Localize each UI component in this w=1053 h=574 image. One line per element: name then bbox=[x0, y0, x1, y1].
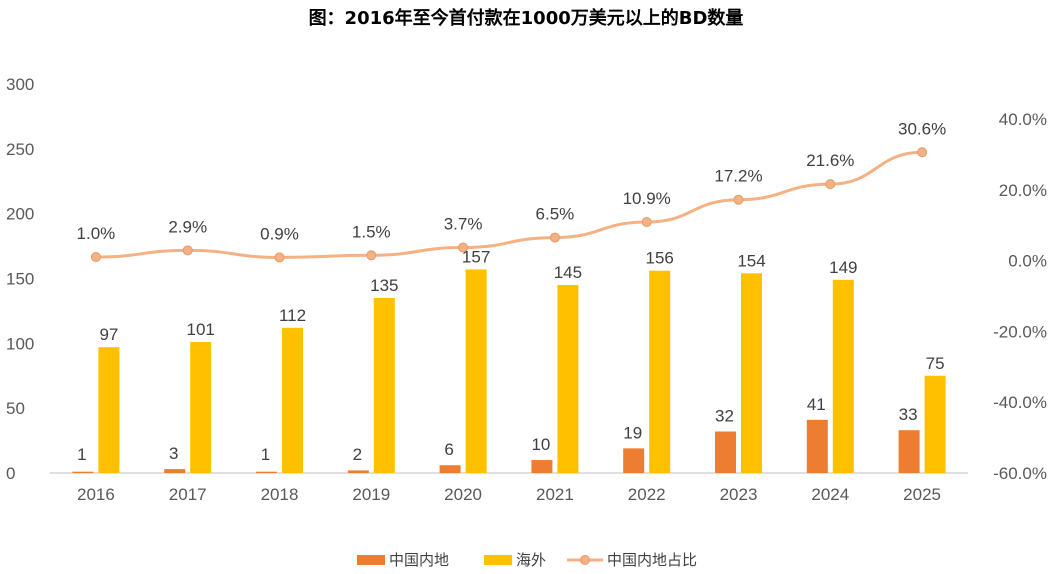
x-tick-label: 2021 bbox=[536, 485, 574, 504]
data-label-china-mainland: 32 bbox=[715, 407, 734, 426]
ratio-point bbox=[733, 194, 744, 205]
bar-china-mainland bbox=[623, 448, 645, 473]
ratio-point bbox=[549, 232, 560, 243]
ratio-point bbox=[825, 179, 836, 190]
data-label-china-mainland: 1 bbox=[77, 445, 86, 464]
bar-china-mainland bbox=[164, 469, 186, 473]
data-label-ratio: 1.0% bbox=[77, 224, 116, 243]
bar-overseas bbox=[741, 273, 762, 473]
y-left-tick-label: 0 bbox=[6, 464, 15, 483]
bar-china-mainland bbox=[715, 431, 736, 473]
x-tick-label: 2022 bbox=[628, 485, 666, 504]
ratio-series-line bbox=[95, 150, 923, 259]
x-tick-label: 2018 bbox=[261, 485, 299, 504]
y-left-tick-label: 150 bbox=[6, 270, 34, 289]
data-label-china-mainland: 10 bbox=[531, 435, 550, 454]
y-right-tick-label: 20.0% bbox=[999, 181, 1047, 200]
ratio-point bbox=[90, 252, 101, 263]
ratio-point bbox=[458, 242, 469, 253]
y-right-tick-label: -20.0% bbox=[993, 322, 1047, 341]
ratio-point bbox=[641, 217, 652, 228]
data-label-ratio: 30.6% bbox=[898, 119, 946, 138]
bar-overseas bbox=[649, 270, 671, 473]
data-label-ratio: 6.5% bbox=[536, 205, 575, 224]
bar-china-mainland bbox=[531, 460, 553, 473]
data-label-overseas: 75 bbox=[926, 354, 945, 373]
y-left-tick-label: 300 bbox=[6, 75, 34, 94]
data-label-china-mainland: 1 bbox=[261, 445, 270, 464]
ratio-point bbox=[274, 252, 285, 263]
x-tick-label: 2025 bbox=[903, 485, 941, 504]
bar-china-mainland bbox=[806, 419, 828, 473]
legend-label-overseas: 海外 bbox=[516, 551, 546, 569]
data-label-ratio: 17.2% bbox=[714, 167, 762, 186]
x-tick-label: 2017 bbox=[169, 485, 207, 504]
bars bbox=[72, 269, 946, 473]
legend-label-ratio: 中国内地占比 bbox=[607, 551, 697, 569]
bar-china-mainland bbox=[898, 430, 920, 473]
x-tick-label: 2016 bbox=[77, 485, 115, 504]
data-label-ratio: 10.9% bbox=[623, 189, 671, 208]
bar-overseas bbox=[282, 327, 303, 473]
data-label-china-mainland: 41 bbox=[807, 395, 826, 414]
axes: 0 50 100 150 200 250 300 -60.0% -40.0% -20.0% 0.0%… bbox=[6, 75, 1047, 504]
legend: 中国内地 海外 中国内地占比 bbox=[357, 551, 697, 569]
bar-overseas bbox=[373, 297, 395, 473]
data-label-overseas: 157 bbox=[462, 247, 490, 266]
x-tick-label: 2020 bbox=[444, 485, 482, 504]
data-label-overseas: 135 bbox=[370, 276, 398, 295]
bar-overseas bbox=[98, 347, 120, 473]
bar-china-mainland bbox=[439, 465, 461, 473]
y-right-tick-label: -60.0% bbox=[993, 464, 1047, 483]
bar-overseas bbox=[924, 375, 946, 473]
data-label-overseas: 154 bbox=[737, 251, 765, 270]
bar-overseas bbox=[832, 279, 854, 473]
data-label-china-mainland: 3 bbox=[169, 444, 178, 463]
legend-swatch-overseas bbox=[484, 555, 512, 565]
legend-swatch-china-mainland bbox=[357, 555, 385, 565]
data-label-overseas: 112 bbox=[279, 306, 306, 325]
x-tick-label: 2019 bbox=[352, 485, 390, 504]
data-label-china-mainland: 6 bbox=[444, 440, 453, 459]
bar-china-mainland bbox=[72, 471, 94, 473]
data-labels: 1 97 3 101 1 112 2 135 6 157 10 145 19 156 32 154 41 149 3… bbox=[77, 119, 947, 464]
data-label-ratio: 0.9% bbox=[260, 224, 299, 243]
bar-china-mainland bbox=[347, 470, 369, 473]
data-label-overseas: 145 bbox=[554, 263, 582, 282]
data-label-ratio: 21.6% bbox=[806, 151, 854, 170]
y-right-tick-label: -40.0% bbox=[993, 393, 1047, 412]
bar-china-mainland bbox=[256, 471, 277, 473]
data-label-overseas: 97 bbox=[99, 325, 118, 344]
y-right-tick-label: 40.0% bbox=[999, 110, 1047, 129]
x-tick-label: 2023 bbox=[720, 485, 758, 504]
data-label-ratio: 2.9% bbox=[168, 217, 207, 236]
bar-overseas bbox=[190, 342, 212, 473]
data-label-overseas: 101 bbox=[187, 320, 215, 339]
y-left-tick-label: 250 bbox=[6, 140, 34, 159]
chart-title: 图：2016年至今首付款在1000万美元以上的BD数量 bbox=[309, 7, 744, 29]
y-right-tick-label: 0.0% bbox=[1008, 252, 1047, 271]
x-tick-label: 2024 bbox=[811, 485, 849, 504]
bar-overseas bbox=[465, 269, 487, 473]
data-label-china-mainland: 19 bbox=[623, 423, 642, 442]
legend-swatch-ratio-marker bbox=[580, 555, 590, 565]
ratio-point bbox=[182, 245, 193, 256]
data-label-ratio: 3.7% bbox=[444, 215, 483, 234]
data-label-overseas: 156 bbox=[646, 249, 674, 268]
ratio-point bbox=[366, 250, 377, 261]
data-label-china-mainland: 2 bbox=[353, 445, 362, 464]
data-label-ratio: 1.5% bbox=[352, 222, 391, 241]
y-left-tick-label: 100 bbox=[6, 334, 34, 353]
bar-overseas bbox=[557, 284, 579, 473]
y-left-tick-label: 50 bbox=[6, 399, 25, 418]
ratio-line bbox=[90, 147, 928, 263]
ratio-point bbox=[917, 147, 928, 158]
data-label-overseas: 149 bbox=[829, 258, 857, 277]
data-label-china-mainland: 33 bbox=[899, 405, 918, 424]
legend-label-china-mainland: 中国内地 bbox=[389, 551, 449, 569]
y-left-tick-label: 200 bbox=[6, 205, 34, 224]
